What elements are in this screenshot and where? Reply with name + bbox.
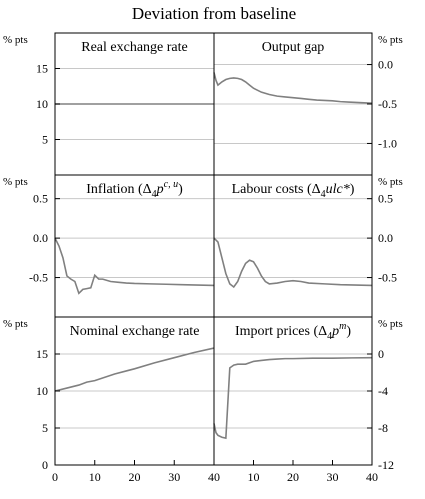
y-tick-label-imp: -12 xyxy=(378,458,394,472)
unit-label-right: % pts xyxy=(378,318,403,330)
unit-label-left: % pts xyxy=(3,176,28,188)
x-tick-label: 40 xyxy=(366,470,378,484)
unit-label-right: % pts xyxy=(378,34,403,46)
x-tick-label: 30 xyxy=(168,470,180,484)
series-line-ner xyxy=(54,347,215,392)
panel-title-imp: Import prices (Δ4pm) xyxy=(235,321,351,342)
y-tick-label-ner: 10 xyxy=(36,384,48,398)
y-tick-label-imp: 0 xyxy=(378,347,384,361)
y-tick-label-inf: 0.5 xyxy=(33,192,48,206)
series-line-inf xyxy=(54,237,215,295)
y-tick-label-ulc: 0.0 xyxy=(378,231,393,245)
panel-title-gap: Output gap xyxy=(262,40,325,55)
y-tick-label-gap: -0.5 xyxy=(378,97,397,111)
frame-layer xyxy=(54,32,373,466)
y-tick-label-gap: -1.0 xyxy=(378,136,397,150)
y-tick-label-rer: 15 xyxy=(36,62,48,76)
unit-label-left: % pts xyxy=(3,318,28,330)
x-tick-label: 10 xyxy=(248,470,260,484)
x-tick-label: 20 xyxy=(129,470,141,484)
y-tick-label-rer: 10 xyxy=(36,97,48,111)
y-tick-label-rer: 5 xyxy=(42,133,48,147)
y-tick-label-gap: 0.0 xyxy=(378,58,393,72)
series-layer xyxy=(54,72,373,440)
y-tick-label-inf: -0.5 xyxy=(29,271,48,285)
y-tick-label-ner: 5 xyxy=(42,421,48,435)
x-tick-label: 0 xyxy=(52,470,58,484)
y-tick-label-ulc: -0.5 xyxy=(378,271,397,285)
x-tick-label: 20 xyxy=(287,470,299,484)
chart-title: Deviation from baseline xyxy=(132,4,296,23)
label-layer: 15 10 5 Real exchange rate 0.0 -0.5 -1.0 Output… xyxy=(3,34,403,484)
x-tick-label: 10 xyxy=(89,470,101,484)
x-tick-label: 30 xyxy=(327,470,339,484)
y-tick-label-inf: 0.0 xyxy=(33,231,48,245)
unit-label-left: % pts xyxy=(3,34,28,46)
x-tick-label: 40 xyxy=(208,470,220,484)
unit-label-right: % pts xyxy=(378,176,403,188)
panel-title-rer: Real exchange rate xyxy=(81,40,188,55)
series-line-ulc xyxy=(213,237,373,289)
y-tick-label-ner: 15 xyxy=(36,347,48,361)
panel-title-inf: Inflation (Δ4pc, u) xyxy=(86,179,183,200)
panel-title-ner: Nominal exchange rate xyxy=(70,324,200,339)
series-line-imp xyxy=(213,356,373,440)
y-tick-label-ner: 0 xyxy=(42,458,48,472)
y-tick-label-ulc: 0.5 xyxy=(378,192,393,206)
panel-title-ulc: Labour costs (Δ4ulc*) xyxy=(232,182,355,200)
series-line-gap xyxy=(213,72,373,105)
y-tick-label-imp: -8 xyxy=(378,421,388,435)
y-tick-label-imp: -4 xyxy=(378,384,388,398)
